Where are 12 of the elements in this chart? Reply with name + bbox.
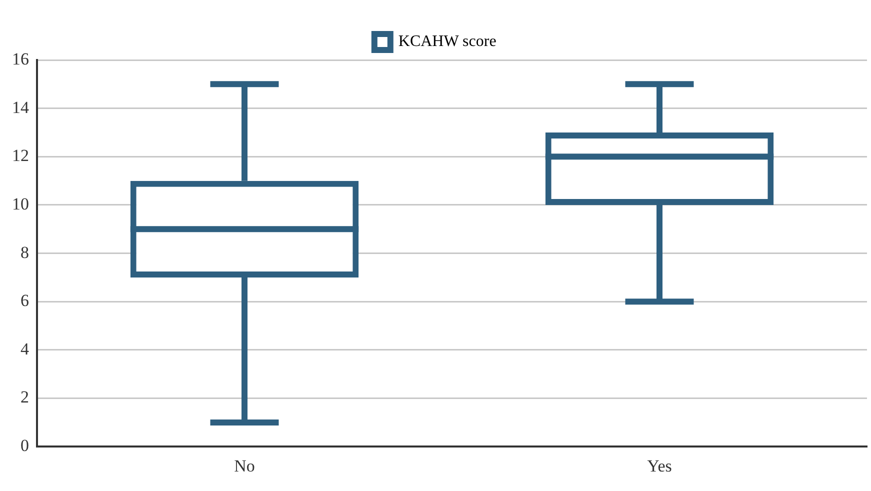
y-tick-label: 16 xyxy=(12,49,29,68)
legend-label: KCAHW score xyxy=(398,33,496,50)
x-tick-label: No xyxy=(234,456,255,476)
y-tick-label: 10 xyxy=(12,194,29,214)
y-tick-label: 14 xyxy=(12,98,30,117)
y-tick-label: 2 xyxy=(20,388,29,407)
x-tick-label: Yes xyxy=(647,456,672,476)
y-tick-label: 0 xyxy=(20,436,29,456)
y-tick-label: 4 xyxy=(20,339,30,358)
y-tick-label: 8 xyxy=(20,242,29,262)
y-tick-label: 6 xyxy=(20,291,29,310)
y-tick-label: 12 xyxy=(12,146,29,166)
